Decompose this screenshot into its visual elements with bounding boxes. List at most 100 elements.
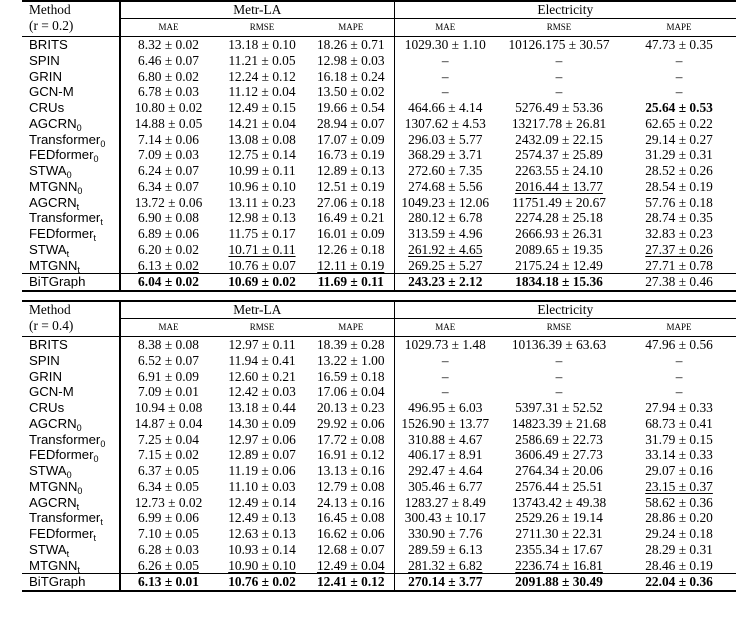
metric-cell: 27.06 ± 0.18 (308, 195, 394, 211)
cell-value: 12.75 ± 0.14 (228, 147, 296, 163)
metric-cell: 2091.88 ± 30.49 (496, 573, 623, 593)
cell-value: 305.46 ± 6.77 (408, 478, 483, 494)
metric-cell: 11751.49 ± 20.67 (496, 195, 622, 211)
table-row: SPIN 6.46 ± 0.07 11.21 ± 0.05 12.98 ± 0.03 –… (22, 52, 736, 69)
metric-cell: 269.25 ± 5.27 (393, 257, 497, 275)
cell-value: 1029.73 ± 1.48 (404, 337, 486, 352)
cell-value: 7.14 ± 0.06 (138, 131, 199, 147)
metric-cell: 27.38 ± 0.46 (622, 273, 737, 293)
table-row: AGCRNt 13.72 ± 0.06 13.11 ± 0.23 27.06 ± 0.… (22, 194, 736, 211)
metric-cell: 2586.69 ± 22.73 (496, 432, 622, 448)
metric-cell: 3606.49 ± 27.73 (496, 447, 622, 463)
results-table-2: Method Metr-LA Electricity (r = 0.4) MAE RMSE… (22, 299, 737, 593)
metric-cell: 368.29 ± 3.71 (393, 147, 497, 163)
method-name: STWAt (22, 242, 120, 259)
metric-cell: 12.68 ± 0.07 (308, 542, 394, 558)
cell-value: 27.37 ± 0.26 (645, 241, 713, 257)
metric-cell: 31.79 ± 0.15 (622, 432, 736, 448)
metric-cell: 11.19 ± 0.06 (216, 463, 308, 479)
table-row: BRITS 8.32 ± 0.02 13.18 ± 0.10 18.26 ± 0.71… (22, 36, 736, 53)
metric-cell: 1526.90 ± 13.77 (393, 415, 497, 432)
method-name: CRUs (22, 400, 120, 416)
cell-value: 6.80 ± 0.02 (138, 68, 199, 84)
method-name: GRIN (22, 69, 120, 85)
cell-value: 14.88 ± 0.05 (134, 115, 203, 131)
cell-value: 33.14 ± 0.33 (645, 447, 713, 463)
metric-cell: 289.59 ± 6.13 (393, 541, 497, 558)
cell-value: 289.59 ± 6.13 (408, 541, 483, 557)
cell-value: 20.13 ± 0.23 (316, 400, 385, 415)
method-name: Transformert (22, 210, 120, 227)
metric-cell: 11.94 ± 0.41 (216, 353, 308, 369)
cell-value: 19.66 ± 0.54 (316, 100, 385, 115)
metric-cell: 32.83 ± 0.23 (622, 226, 736, 242)
table-row: BRITS 8.38 ± 0.08 12.97 ± 0.11 18.39 ± 0.28… (22, 336, 736, 353)
method-label: BRITS (29, 37, 68, 52)
cell-value: 11.69 ± 0.11 (317, 274, 384, 290)
cell-value: 12.98 ± 0.13 (228, 210, 296, 226)
method-label: AGCRN (29, 494, 77, 510)
cell-value: 281.32 ± 6.82 (408, 557, 483, 573)
metric-cell: 17.06 ± 0.04 (308, 384, 394, 400)
cell-value: – (675, 352, 683, 368)
metric-cell: 33.14 ± 0.33 (622, 447, 736, 463)
metric-cell: – (393, 384, 497, 400)
metric-cell: 296.03 ± 5.77 (393, 131, 497, 148)
cell-value: 1049.23 ± 12.06 (401, 194, 490, 210)
metric-cell: 2263.55 ± 24.10 (496, 163, 622, 179)
table-row: MTGNNt 6.26 ± 0.05 10.90 ± 0.10 12.49 ± 0.0… (22, 557, 737, 575)
cell-value: 13.13 ± 0.16 (316, 463, 385, 478)
metric-cell: – (393, 368, 497, 385)
metric-cell: 29.14 ± 0.27 (622, 132, 736, 148)
metric-cell: 1029.73 ± 1.48 (393, 336, 497, 353)
cell-value: 6.20 ± 0.02 (138, 241, 199, 257)
metric-cell: 5276.49 ± 53.36 (496, 100, 622, 116)
cell-value: 5397.31 ± 52.52 (515, 400, 603, 415)
cell-value: 2576.44 ± 25.51 (515, 478, 603, 494)
metric-cell: 292.47 ± 4.64 (393, 463, 497, 479)
cell-value: 10.80 ± 0.02 (134, 100, 203, 115)
metric-cell: 10.80 ± 0.02 (119, 100, 216, 116)
cell-value: 6.91 ± 0.09 (138, 368, 199, 384)
method-name: Transformert (22, 510, 120, 527)
metric-cell: 13.13 ± 0.16 (308, 463, 394, 479)
cell-value: 5276.49 ± 53.36 (515, 100, 603, 115)
cell-value: 296.03 ± 5.77 (408, 131, 483, 147)
cell-value: 6.46 ± 0.07 (138, 52, 199, 68)
method-name: BRITS (22, 337, 120, 353)
cell-value: 13.72 ± 0.06 (134, 194, 203, 210)
metric-cell: 12.63 ± 0.13 (216, 526, 308, 542)
metric-header-mape: MAPE (622, 18, 737, 38)
cell-value: – (555, 84, 563, 100)
method-name: STWA0 (22, 463, 120, 480)
method-label: Transformer (29, 510, 101, 526)
cell-value: 18.26 ± 0.71 (316, 37, 385, 52)
cell-value: 12.41 ± 0.12 (316, 574, 385, 590)
cell-value: 2432.09 ± 22.15 (515, 131, 603, 147)
metric-cell: 1307.62 ± 4.53 (393, 115, 497, 132)
cell-value: 12.68 ± 0.07 (316, 541, 385, 557)
cell-value: – (555, 384, 563, 400)
metric-cell: 29.24 ± 0.18 (622, 526, 736, 542)
cell-value: 10.76 ± 0.02 (228, 574, 296, 590)
metric-header-rmse: RMSE (496, 18, 623, 38)
cell-value: 330.90 ± 7.76 (408, 526, 483, 541)
cell-value: 28.52 ± 0.26 (645, 163, 713, 178)
metric-cell: 5397.31 ± 52.52 (496, 400, 622, 416)
cell-value: 12.49 ± 0.15 (228, 100, 296, 115)
metric-cell: 25.64 ± 0.53 (622, 100, 736, 116)
cell-value: 28.29 ± 0.31 (645, 541, 713, 557)
method-subscript: 0 (93, 454, 99, 465)
dataset-header-electricity: Electricity (393, 299, 737, 319)
cell-value: – (675, 384, 683, 400)
metric-cell: 13217.78 ± 26.81 (496, 116, 622, 132)
metric-cell: 6.91 ± 0.09 (119, 368, 216, 385)
metric-cell: 12.97 ± 0.11 (216, 337, 308, 353)
metric-cell: 2529.26 ± 19.14 (496, 510, 622, 526)
metric-cell: 10126.175 ± 30.57 (496, 37, 622, 53)
method-label: MTGNN (29, 557, 78, 573)
metric-header-rmse: RMSE (216, 318, 308, 338)
metric-cell: 17.72 ± 0.08 (308, 432, 394, 448)
table-row: AGCRN0 14.87 ± 0.04 14.30 ± 0.09 29.92 ± 0.… (22, 415, 736, 432)
ratio-label-text: (r = 0.2) (29, 18, 74, 34)
